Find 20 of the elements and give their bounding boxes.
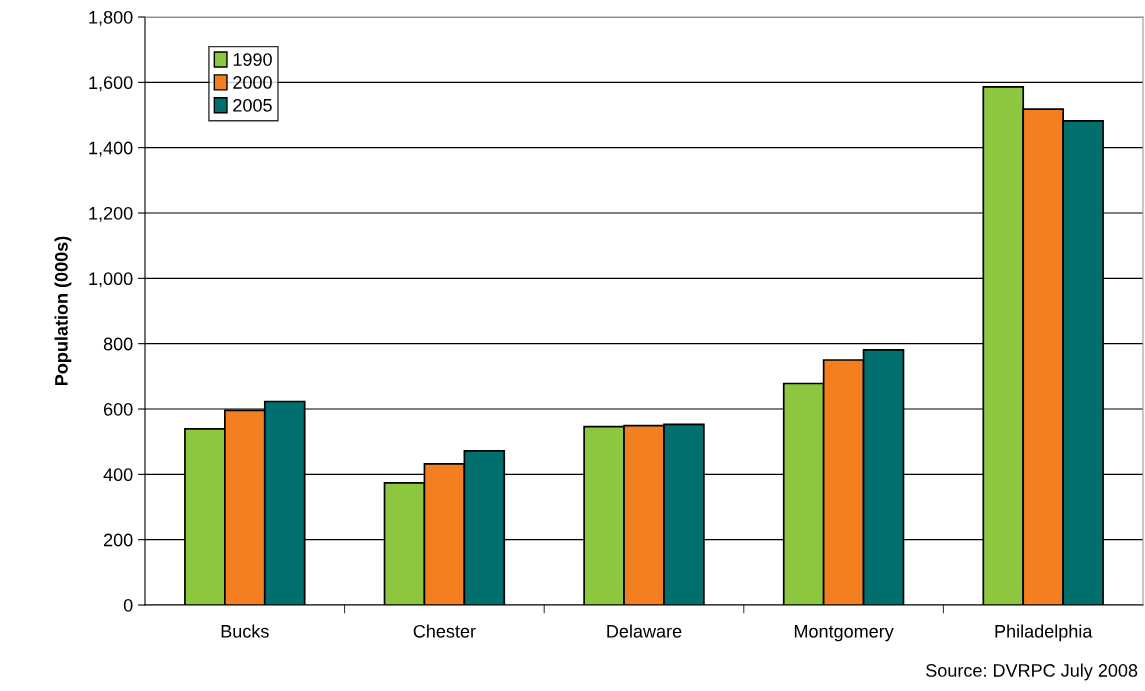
- y-axis-title: Population (000s): [54, 236, 72, 386]
- legend-label: 1990: [233, 53, 272, 66]
- x-tick-label: Delaware: [607, 624, 682, 638]
- y-tick-label: 600: [103, 402, 133, 416]
- legend-label: 2000: [233, 76, 272, 89]
- y-tick-label: 1,600: [89, 76, 133, 92]
- y-tick-label: 400: [103, 468, 133, 482]
- x-tick-label: Chester: [413, 624, 476, 638]
- source-note: Source: DVRPC July 2008: [926, 663, 1138, 681]
- y-tick-label: 200: [103, 533, 133, 547]
- y-tick-label: 1,200: [89, 206, 133, 222]
- x-tick-label: Philadelphia: [995, 624, 1093, 642]
- y-tick-label: 1,400: [89, 141, 133, 157]
- x-tick-label: Montgomery: [794, 625, 894, 642]
- x-tick-label: Bucks: [221, 624, 269, 638]
- y-tick-label: 800: [103, 337, 133, 351]
- y-tick-label: 0: [123, 598, 133, 612]
- y-tick-label: 1,800: [89, 10, 133, 26]
- legend-label: 2005: [233, 98, 272, 112]
- y-tick-label: 1,000: [89, 272, 133, 288]
